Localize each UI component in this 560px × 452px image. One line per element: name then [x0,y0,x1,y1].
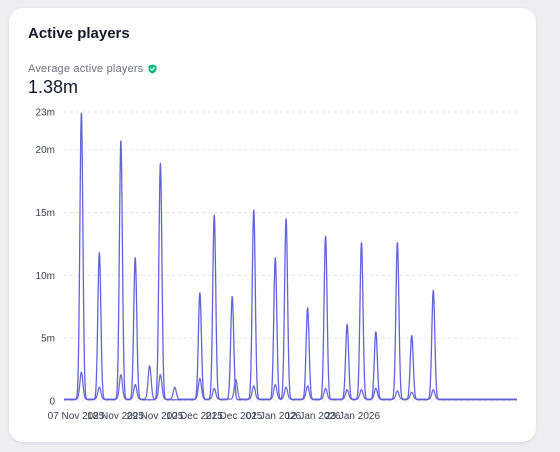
y-axis-ticks: 0 5m 10m 15m 20m 23m [36,108,56,408]
series-lines [63,112,518,401]
verified-shield-icon [148,64,158,74]
grid-lines [64,111,517,402]
series-line-2 [63,365,518,400]
metric-label: Average active players [28,63,144,75]
series-line-1 [63,112,518,401]
card-title: Active players [28,25,130,42]
x-tick-label: 29 Nov 2025 [127,411,184,422]
y-tick-label: 5m [41,334,55,345]
y-tick-label: 0 [49,397,55,408]
x-tick-label: 21 Dec 2025 [206,411,263,422]
metric-label-row: Average active players [28,63,158,75]
y-tick-label: 15m [36,208,55,219]
x-tick-label: 01 Jan 2026 [246,411,301,422]
x-tick-label: 18 Nov 2025 [87,411,144,422]
y-tick-label: 23m [36,108,55,119]
metric-value: 1.38m [28,77,79,97]
x-tick-label: 12 Jan 2026 [285,411,340,422]
y-tick-label: 10m [36,271,55,282]
x-tick-label: 23 Jan 2026 [325,411,380,422]
x-tick-label: 07 Nov 2025 [48,411,105,422]
y-tick-label: 20m [36,145,55,156]
x-tick-label: 10 Dec 2025 [166,411,223,422]
